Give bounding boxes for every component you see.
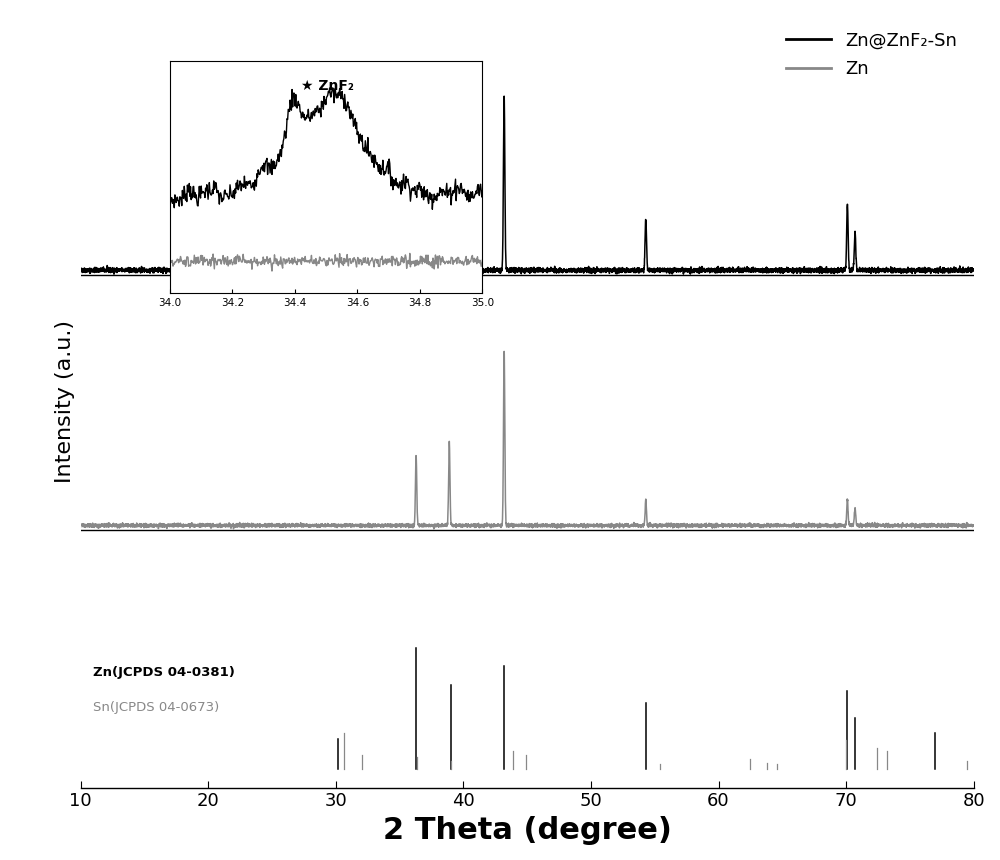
Text: Sn(JCPDS 04-0673): Sn(JCPDS 04-0673)	[93, 701, 220, 714]
Y-axis label: Intensity (a.u.): Intensity (a.u.)	[55, 320, 75, 482]
Text: Zn(JCPDS 04-0381): Zn(JCPDS 04-0381)	[93, 666, 235, 679]
X-axis label: 2 Theta (degree): 2 Theta (degree)	[383, 816, 672, 845]
Legend: Zn@ZnF₂-Sn, Zn: Zn@ZnF₂-Sn, Zn	[779, 24, 965, 85]
